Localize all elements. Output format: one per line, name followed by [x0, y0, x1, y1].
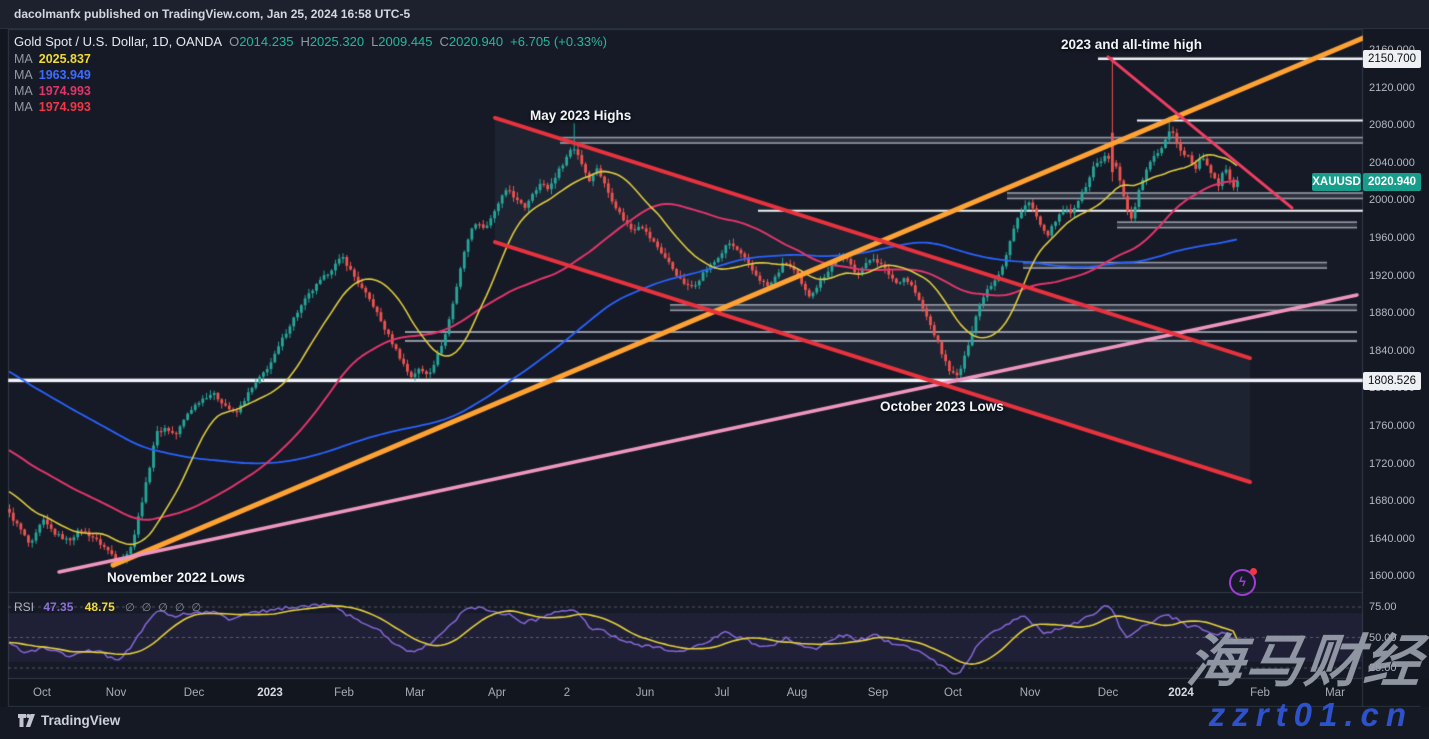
- ma-label: MA: [14, 68, 33, 82]
- footer-bar: TradingView: [0, 707, 1429, 739]
- rsi-axis-label[interactable]: 75.00: [1369, 601, 1397, 613]
- rsi-value: 47.35: [43, 600, 74, 614]
- ma-legend-row: MA 2025.837: [14, 52, 607, 66]
- hidden-input-icon: ∅: [125, 602, 135, 614]
- price-axis-label[interactable]: 1920.000: [1369, 269, 1415, 282]
- ohlc-value: 2009.445: [378, 34, 433, 49]
- price-axis-label[interactable]: 1760.000: [1369, 420, 1415, 432]
- price-axis-label[interactable]: 1720.000: [1369, 457, 1415, 470]
- time-axis-label[interactable]: 2: [563, 687, 571, 699]
- ma-legend-row: MA 1974.993: [14, 84, 607, 98]
- ohlc-key: C: [439, 34, 449, 49]
- ma-value: 2025.837: [38, 52, 91, 66]
- publish-line: dacolmanfx published on TradingView.com,…: [14, 7, 411, 21]
- ohlc-value: 2025.320: [309, 34, 365, 49]
- publish-header: dacolmanfx published on TradingView.com,…: [0, 0, 1429, 29]
- tradingview-brand[interactable]: TradingView: [18, 713, 120, 728]
- price-tag-support: 1808.526: [1363, 372, 1421, 390]
- ma-label: MA: [14, 52, 33, 66]
- ohlc-key: H: [300, 34, 310, 49]
- tradingview-logo-icon: [18, 714, 35, 727]
- time-axis-label[interactable]: Nov: [1019, 687, 1041, 699]
- price-axis-label[interactable]: 1880.000: [1369, 307, 1415, 320]
- time-axis[interactable]: Oct Nov Dec 2023 Feb Mar Apr 2 Jun Jul Aug Sep Oct No…: [0, 680, 1429, 707]
- ma-label: MA: [14, 84, 33, 98]
- time-axis-label[interactable]: Dec: [1097, 687, 1119, 699]
- price-tag-ath: 2150.700: [1363, 50, 1421, 68]
- price-axis-label[interactable]: 2080.000: [1369, 119, 1415, 132]
- time-axis-label[interactable]: Aug: [786, 687, 808, 699]
- time-axis-label[interactable]: Jul: [714, 687, 730, 699]
- ohlc-key: O: [229, 34, 240, 49]
- hidden-input-icon: ∅: [158, 602, 168, 614]
- chart-annotation: 2023 and all-time high: [1061, 37, 1203, 52]
- change-value: +6.705 (+0.33%): [510, 34, 608, 49]
- price-axis-label[interactable]: 1840.000: [1369, 344, 1415, 357]
- time-axis-label[interactable]: Dec: [183, 687, 205, 699]
- brand-name: TradingView: [41, 713, 121, 728]
- last-price-tag: 2020.940: [1363, 173, 1421, 191]
- price-axis-label[interactable]: 2120.000: [1369, 81, 1415, 94]
- price-axis-label[interactable]: 1960.000: [1369, 232, 1415, 244]
- time-axis-label[interactable]: Mar: [405, 687, 425, 699]
- time-axis-label[interactable]: Sep: [867, 687, 889, 699]
- ma-label: MA: [14, 100, 33, 114]
- ma-legend-row: MA 1974.993: [14, 100, 607, 114]
- hidden-input-icon: ∅: [191, 602, 202, 614]
- symbol-legend: Gold Spot / U.S. Dollar, 1D, OANDA O2014.…: [14, 34, 607, 114]
- time-axis-label[interactable]: Mar: [1325, 687, 1345, 699]
- ohlc-value: 2020.940: [448, 34, 504, 49]
- price-axis-label[interactable]: 1600.000: [1369, 570, 1415, 583]
- price-axis-label[interactable]: 1640.000: [1369, 532, 1415, 545]
- ma-value: 1974.993: [38, 84, 91, 98]
- symbol-ohlc-row: Gold Spot / U.S. Dollar, 1D, OANDA O2014.…: [14, 34, 607, 49]
- hidden-input-icon: ∅: [141, 602, 152, 614]
- ohlc-key: L: [371, 34, 379, 49]
- time-axis-label[interactable]: Oct: [33, 687, 51, 699]
- rsi-ma-value: 48.75: [84, 600, 115, 614]
- time-axis-label[interactable]: Oct: [944, 687, 962, 699]
- rsi-legend: RSI 47.35 48.75 ∅ ∅ ∅ ∅ ∅: [14, 600, 201, 614]
- hidden-input-icon: ∅: [174, 602, 185, 614]
- price-axis-label[interactable]: 2000.000: [1369, 194, 1415, 207]
- ma-legend-row: MA 1963.949: [14, 68, 607, 82]
- time-axis-label[interactable]: Apr: [488, 687, 506, 699]
- time-axis-label[interactable]: Nov: [105, 687, 127, 699]
- watermark-url: zzrt01.cn: [1208, 696, 1413, 733]
- watermark-cjk: 海马财经: [1183, 630, 1427, 694]
- rsi-axis-label[interactable]: 50.00: [1369, 631, 1397, 644]
- rsi-label[interactable]: RSI: [14, 600, 35, 614]
- time-axis-label[interactable]: Feb: [334, 687, 354, 699]
- time-axis-label[interactable]: Feb: [1250, 687, 1270, 699]
- ohlc-value: 2014.235: [239, 34, 294, 49]
- time-axis-label[interactable]: 2024: [1168, 687, 1194, 699]
- chart-annotation: October 2023 Lows: [880, 399, 1004, 414]
- time-axis-label[interactable]: 2023: [257, 687, 283, 699]
- price-axis-label[interactable]: 1680.000: [1369, 495, 1415, 508]
- price-axis-label[interactable]: 2040.000: [1369, 156, 1415, 169]
- chart-annotation: November 2022 Lows: [107, 570, 246, 585]
- time-axis-label[interactable]: Jun: [635, 687, 655, 699]
- ma-value: 1963.949: [38, 68, 91, 82]
- ma-value: 1974.993: [38, 100, 91, 114]
- rsi-axis-label[interactable]: 25.00: [1369, 662, 1397, 674]
- refresh-flash-icon[interactable]: ϟ: [1229, 568, 1257, 596]
- chart-annotation: May 2023 Highs: [530, 108, 632, 123]
- symbol-tag: XAUUSD: [1312, 173, 1361, 191]
- symbol-title[interactable]: Gold Spot / U.S. Dollar, 1D, OANDA: [14, 34, 223, 49]
